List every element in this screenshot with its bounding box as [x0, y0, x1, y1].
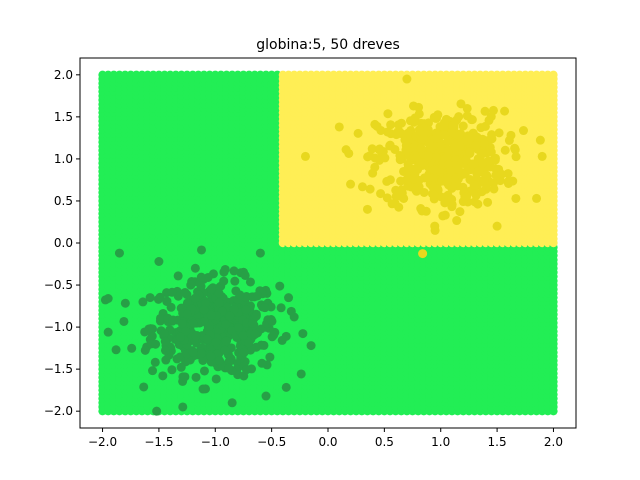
scatter-chart: −2.0 −1.5 −1.0 −0.5 0.0 0.5 1.0 1.5 2.0 −2.0−1.5…: [44, 37, 577, 449]
